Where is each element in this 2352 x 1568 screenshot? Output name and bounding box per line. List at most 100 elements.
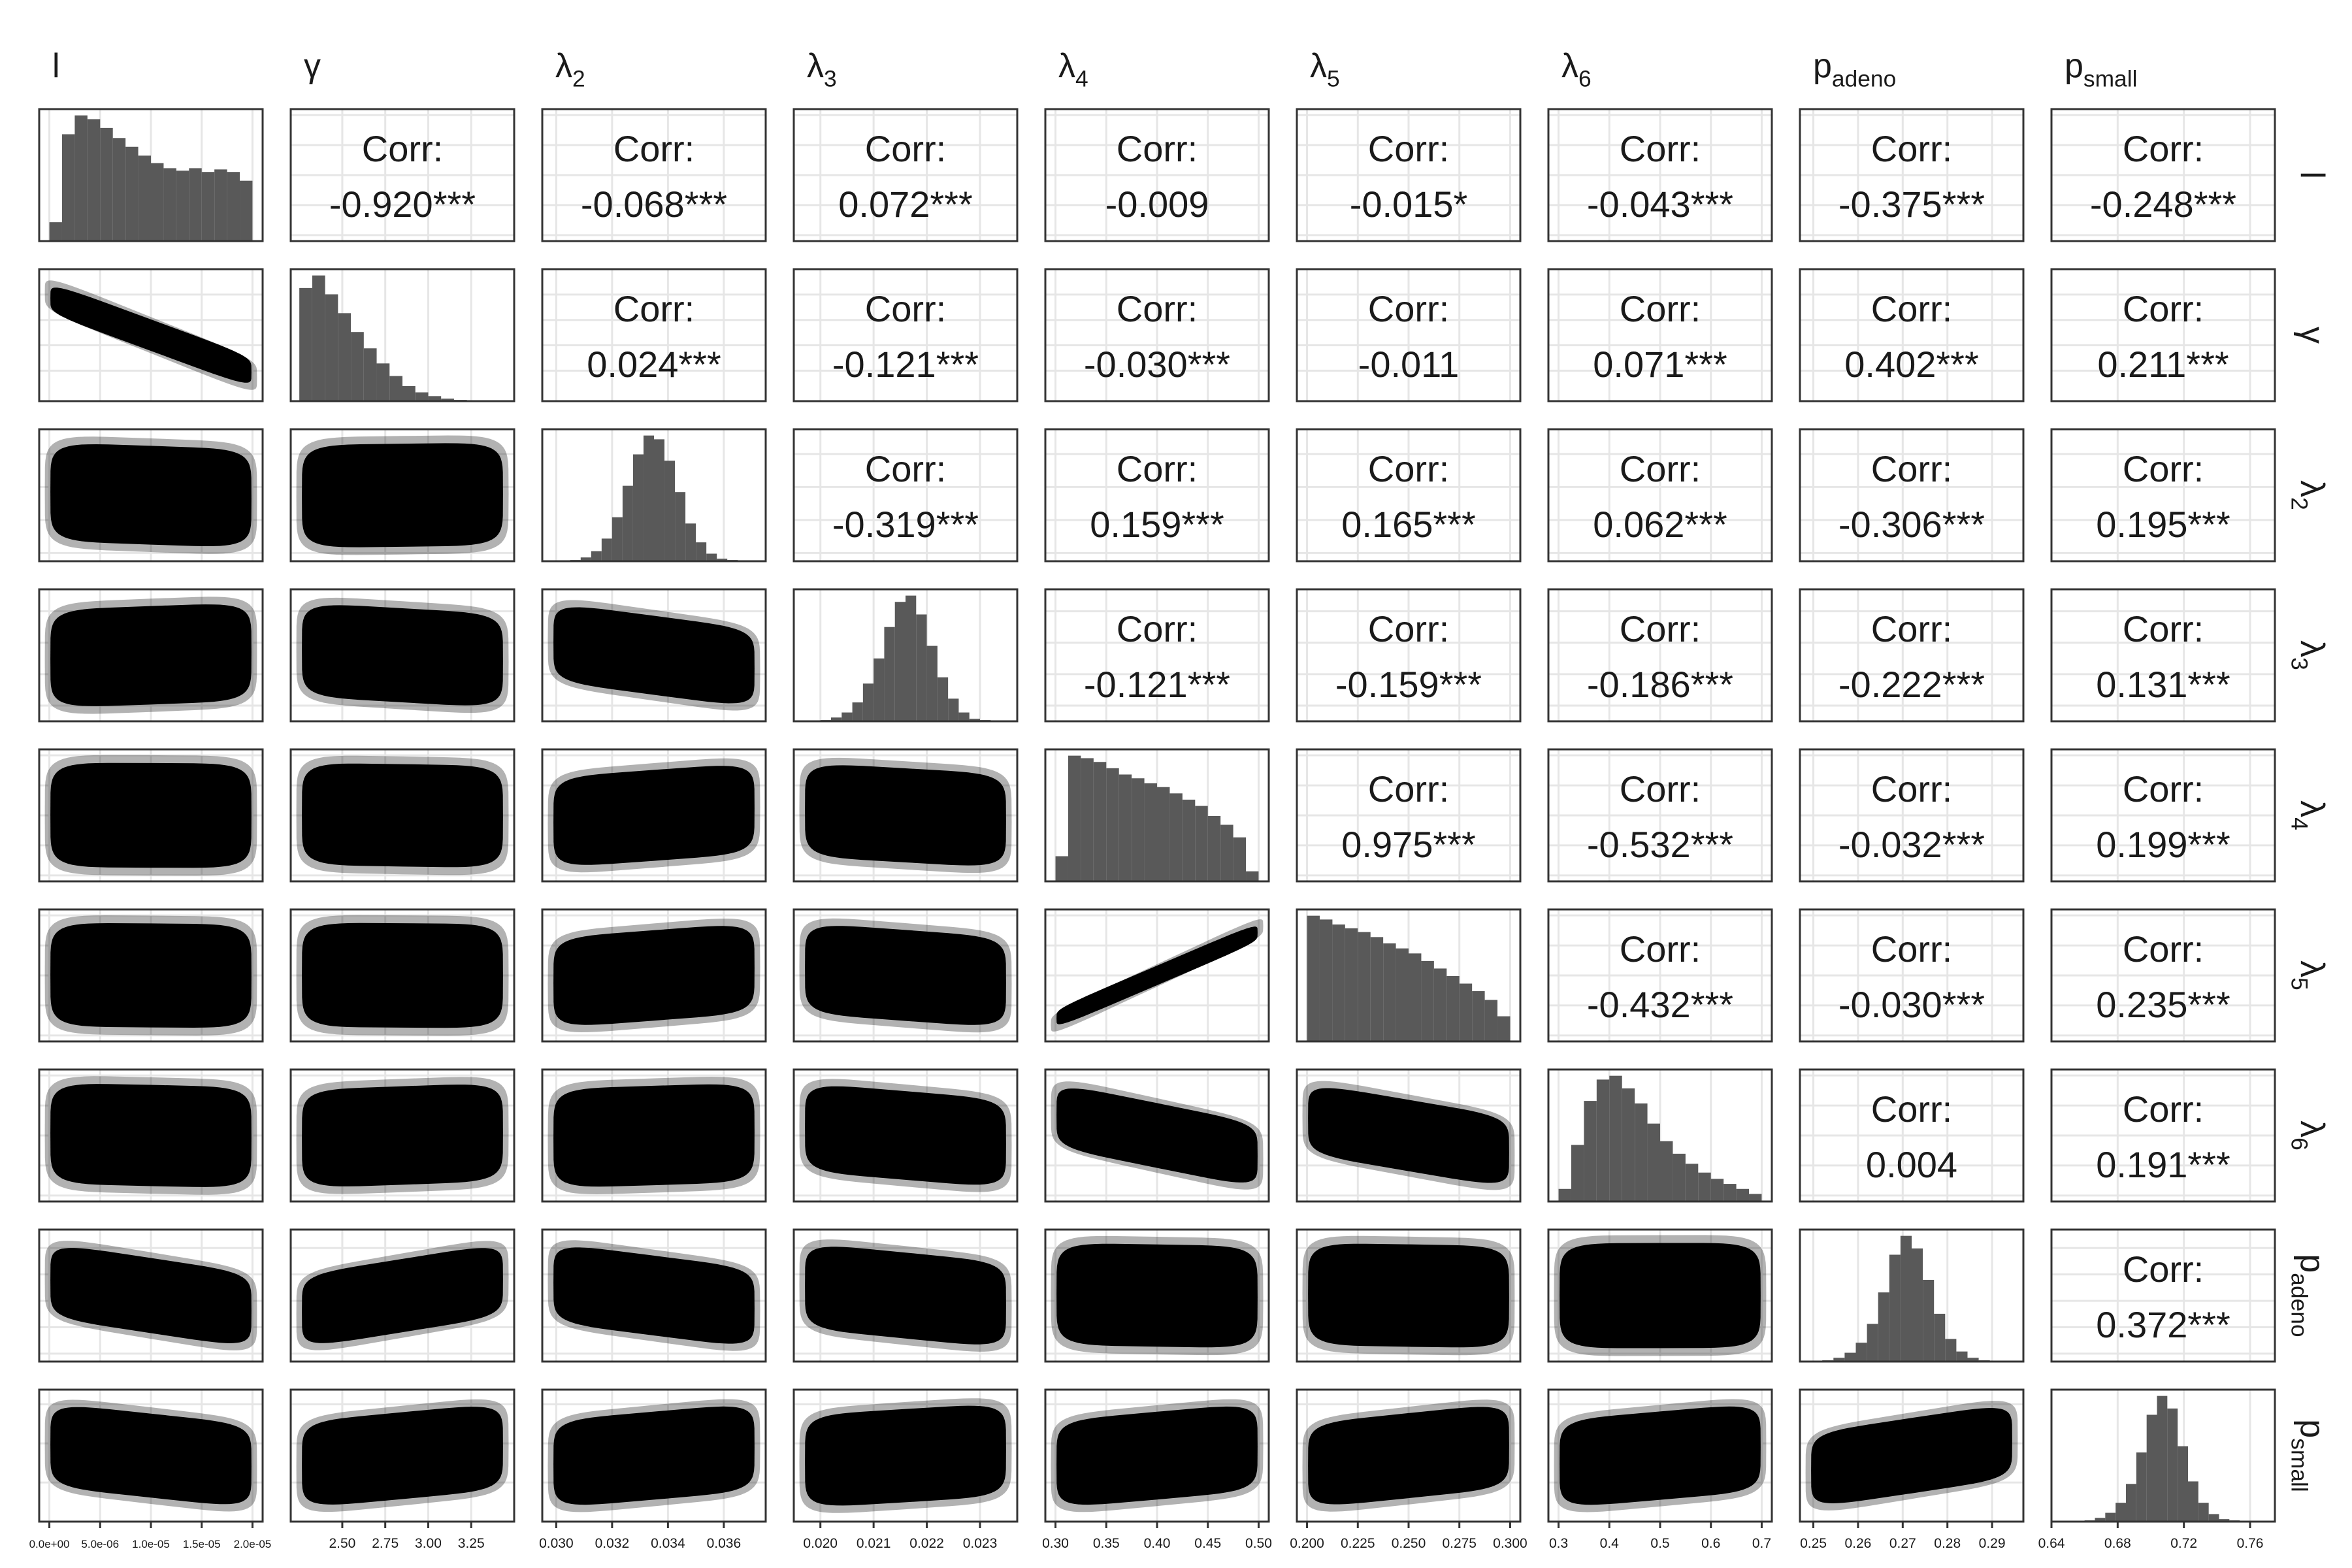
x-tick-label: 0.30 — [1042, 1536, 1069, 1551]
histogram-bar — [1749, 1194, 1762, 1201]
x-tick-label: 0.68 — [2104, 1536, 2131, 1551]
corr-title: Corr: — [2123, 128, 2204, 169]
histogram-bar — [351, 332, 364, 401]
histogram-bar — [2157, 1396, 2168, 1522]
panel-border — [2050, 1388, 2276, 1523]
variable-label: λ2 — [2286, 480, 2331, 510]
corr-value: -0.248*** — [2090, 184, 2236, 225]
panel-border — [541, 588, 767, 723]
panel-border — [1547, 588, 1773, 723]
scatter-cloud — [302, 763, 503, 868]
panel-border — [1799, 108, 2025, 242]
panel-border — [38, 1068, 264, 1203]
histogram-bar — [717, 559, 728, 561]
histogram-bar — [176, 171, 189, 241]
scatter-cloud — [1308, 1243, 1509, 1348]
histogram-bar — [1182, 799, 1196, 881]
x-tick-label: 0.45 — [1194, 1536, 1221, 1551]
panel-border — [289, 908, 515, 1043]
scatter-cloud — [302, 923, 503, 1028]
histogram-bar — [1472, 991, 1485, 1041]
histogram-bar — [441, 399, 454, 401]
panel-border — [38, 268, 264, 402]
histogram-bar — [2188, 1481, 2198, 1522]
panel-border — [541, 428, 767, 563]
corr-value: 0.199*** — [2096, 824, 2230, 865]
panel-border — [289, 108, 515, 242]
scatter-cloud — [805, 765, 1006, 866]
corr-title: Corr: — [1117, 288, 1198, 329]
variable-label: λ5 — [1310, 47, 1340, 92]
x-tick-label: 0.034 — [651, 1536, 685, 1551]
variable-name: l — [2293, 171, 2331, 179]
histogram-bar — [389, 376, 402, 401]
panel-border — [1296, 1228, 1522, 1363]
corr-value: 0.024*** — [587, 344, 721, 385]
corr-title: Corr: — [865, 288, 946, 329]
variable-label: λ5 — [2286, 960, 2331, 990]
histogram-bar — [415, 392, 429, 401]
panel-border — [792, 908, 1019, 1043]
histogram-bar — [1855, 1343, 1867, 1362]
variable-label: l — [52, 47, 60, 85]
scatter-cloud — [553, 1084, 755, 1187]
variable-name: γ — [2293, 327, 2331, 344]
corr-value: 0.131*** — [2096, 664, 2230, 705]
corr-title: Corr: — [1871, 768, 1952, 809]
corr-title: Corr: — [362, 128, 443, 169]
corr-title: Corr: — [1620, 448, 1701, 489]
histogram-bar — [363, 348, 377, 401]
variable-label: λ3 — [2286, 640, 2331, 670]
histogram-bar — [654, 439, 665, 561]
histogram-bar — [1736, 1188, 1750, 1201]
x-tick-label: 0.40 — [1144, 1536, 1171, 1551]
panel-border — [38, 108, 264, 242]
histogram-bar — [948, 698, 959, 721]
panel-border — [38, 588, 264, 723]
x-tick-label: 0.022 — [909, 1536, 944, 1551]
variable-subscript: adeno — [2286, 1273, 2311, 1337]
panel-border — [289, 588, 515, 723]
corr-title: Corr: — [2123, 608, 2204, 649]
corr-value: 0.004 — [1866, 1144, 1957, 1185]
panel-border — [541, 108, 767, 242]
x-tick-label: 0.3 — [1549, 1536, 1568, 1551]
histogram-bar — [1934, 1313, 1946, 1362]
panel-border — [289, 428, 515, 563]
histogram-bar — [299, 287, 312, 401]
histogram-bar — [894, 602, 906, 721]
panel-border — [1547, 748, 1773, 883]
histogram-bar — [402, 385, 416, 401]
corr-value: -0.375*** — [1838, 184, 1985, 225]
x-tick-label: 0.6 — [1701, 1536, 1720, 1551]
corr-value: -0.319*** — [832, 504, 979, 545]
panel-border — [1547, 908, 1773, 1043]
histogram-bar — [1319, 919, 1333, 1041]
scatter-cloud — [302, 1085, 503, 1186]
histogram-bar — [2167, 1408, 2178, 1522]
panel-border — [1044, 428, 1270, 563]
scatter-cloud — [1308, 1407, 1509, 1505]
panel-border — [792, 1388, 1019, 1523]
panel-border — [2050, 268, 2276, 402]
histogram-bar — [632, 454, 644, 561]
variable-subscript: 3 — [2286, 657, 2311, 670]
corr-value: -0.920*** — [329, 184, 476, 225]
panel-border — [792, 1228, 1019, 1363]
corr-value: 0.235*** — [2096, 984, 2230, 1025]
histogram-bar — [214, 169, 227, 241]
corr-value: -0.030*** — [1084, 344, 1230, 385]
histogram-bar — [1195, 806, 1208, 881]
scatter-cloud — [553, 1247, 755, 1344]
panel-border — [541, 268, 767, 402]
histogram-bar — [49, 222, 62, 241]
corr-value: -0.186*** — [1587, 664, 1733, 705]
histogram-bar — [1246, 871, 1259, 881]
panel-background — [542, 269, 766, 401]
corr-title: Corr: — [2123, 448, 2204, 489]
scatter-cloud — [50, 762, 252, 868]
panel-border — [2050, 748, 2276, 883]
scatter-cloud — [1056, 926, 1258, 1024]
scatter-cloud — [50, 923, 252, 1028]
histogram-bar — [138, 155, 151, 241]
